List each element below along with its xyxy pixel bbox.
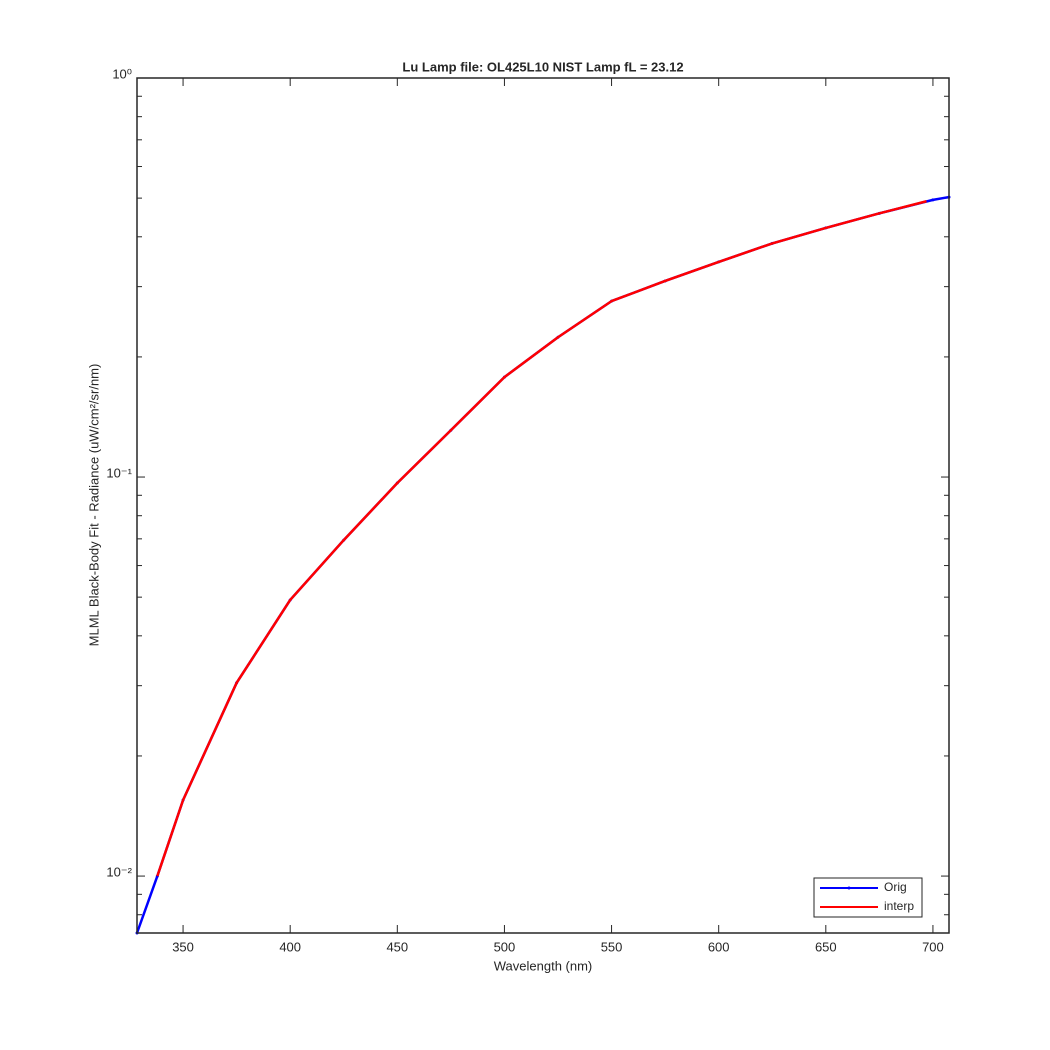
x-tick-label: 350 [172, 939, 194, 954]
x-tick-label: 450 [386, 939, 408, 954]
axes-box [136, 77, 950, 934]
x-tick-label: 500 [494, 939, 516, 954]
legend-label: interp [884, 899, 914, 913]
legend-marker [847, 886, 851, 890]
x-tick-label: 650 [815, 939, 837, 954]
series-line [156, 200, 927, 877]
legend: Orig interp [813, 877, 923, 918]
x-tick-label: 400 [279, 939, 301, 954]
y-tick-label: 10⁻¹ [106, 465, 132, 480]
x-axis-label: Wavelength (nm) [494, 958, 593, 973]
y-tick-label: 10⁻² [106, 865, 132, 880]
x-tick-label: 700 [922, 939, 944, 954]
y-tick-label: 10⁰ [112, 66, 132, 81]
data-point [931, 198, 935, 202]
chart-title: Lu Lamp file: OL425L10 NIST Lamp fL = 23… [402, 59, 683, 74]
legend-label: Orig [884, 880, 907, 894]
legend-box [813, 877, 923, 918]
y-axis-label: MLML Black-Body Fit - Radiance (uW/cm²/s… [86, 364, 101, 647]
x-tick-label: 550 [601, 939, 623, 954]
x-tick-label: 600 [708, 939, 730, 954]
